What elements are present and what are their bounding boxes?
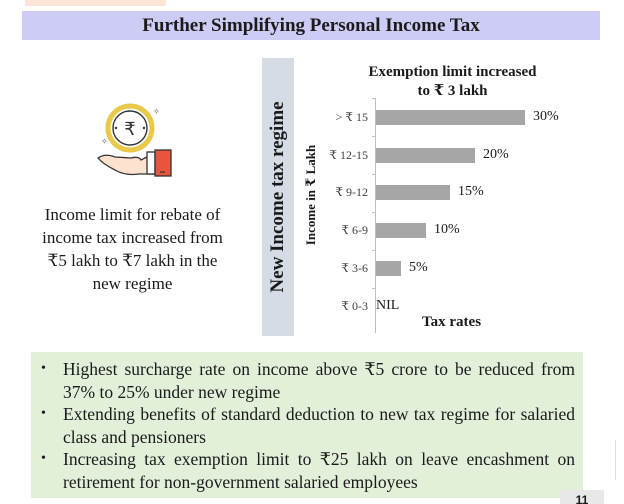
- category-label: > ₹ 15: [335, 109, 368, 124]
- rebate-limit-text: Income limit for rebate of income tax in…: [42, 205, 223, 293]
- bullet-icon: •: [41, 451, 46, 466]
- category-label: ₹ 12-15: [329, 147, 368, 162]
- axis-tick: [372, 98, 376, 99]
- svg-text:₹: ₹: [124, 119, 135, 140]
- bar-row: ₹ 12-15 20%: [300, 145, 509, 165]
- svg-text:✧: ✧: [101, 137, 108, 146]
- chart-y-axis: [375, 98, 376, 333]
- bar: [376, 222, 426, 238]
- regime-band: [262, 58, 294, 336]
- chart-title-line1: Exemption limit increased: [368, 64, 537, 80]
- bar: [376, 147, 475, 163]
- bar: [376, 260, 401, 276]
- axis-tick: [372, 136, 376, 137]
- category-label: ₹ 3-6: [341, 260, 368, 275]
- regime-label: New Income tax regime: [267, 101, 288, 293]
- axis-tick: [372, 212, 376, 213]
- bar-row: > ₹ 15 30%: [300, 107, 559, 127]
- category-label: ₹ 6-9: [341, 222, 368, 237]
- data-label: 15%: [458, 184, 484, 199]
- bullet-icon: •: [41, 406, 46, 421]
- data-label: 10%: [434, 222, 460, 237]
- bullet-item: • Highest surcharge rate on income above…: [39, 358, 575, 403]
- bullet-item: • Extending benefits of standard deducti…: [39, 403, 575, 448]
- bullet-text: Extending benefits of standard deduction…: [63, 404, 575, 447]
- category-label: ₹ 0-3: [341, 298, 368, 313]
- bullet-text: Highest surcharge rate on income above ₹…: [63, 359, 575, 402]
- data-label: 5%: [409, 260, 428, 275]
- bar: [376, 109, 525, 125]
- axis-tick: [372, 174, 376, 175]
- bar-row: ₹ 3-6 5%: [300, 258, 428, 278]
- bullet-text: Increasing tax exemption limit to ₹25 la…: [63, 449, 575, 492]
- hand-holding-rupee-coin-icon: ₹ ✧ ✧: [95, 100, 185, 180]
- chart-title: Exemption limit increased to ₹ 3 lakh: [340, 63, 565, 101]
- chart-x-axis-label: Tax rates: [422, 314, 482, 330]
- bar-row: ₹ 9-12 15%: [300, 182, 484, 202]
- axis-tick: [372, 250, 376, 251]
- top-decorative-strip: [25, 0, 166, 6]
- svg-text:✧: ✧: [153, 107, 160, 116]
- title-bar: Further Simplifying Personal Income Tax: [22, 11, 600, 40]
- bar-row: ₹ 6-9 10%: [300, 220, 460, 240]
- slide-title: Further Simplifying Personal Income Tax: [142, 14, 480, 36]
- bar: [376, 184, 450, 200]
- chart-title-line2: to ₹ 3 lakh: [417, 83, 488, 99]
- bullet-list: • Highest surcharge rate on income above…: [31, 352, 583, 498]
- data-label: NIL: [376, 298, 400, 313]
- bullet-icon: •: [41, 361, 46, 376]
- category-label: ₹ 9-12: [335, 184, 368, 199]
- edge-divider: [615, 440, 616, 480]
- data-label: 30%: [533, 109, 559, 124]
- bar-row: ₹ 0-3 NIL: [300, 296, 399, 316]
- axis-tick: [372, 288, 376, 289]
- data-label: 20%: [483, 147, 509, 162]
- page-number: 11: [560, 490, 604, 504]
- bullet-item: • Increasing tax exemption limit to ₹25 …: [39, 448, 575, 493]
